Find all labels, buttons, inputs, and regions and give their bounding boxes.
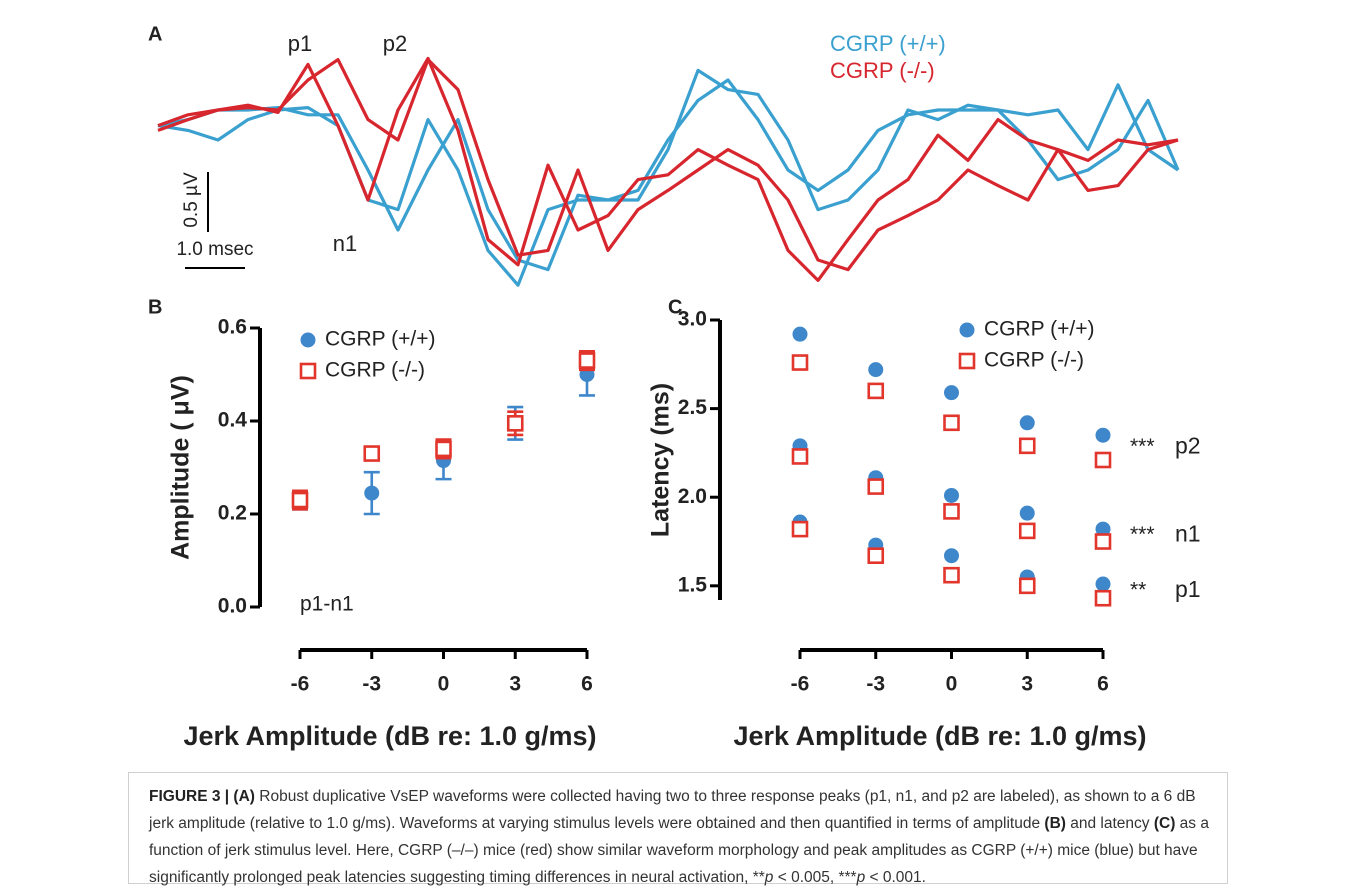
peak-label: p2 <box>383 31 407 56</box>
point <box>867 382 885 400</box>
caption-text: as a function of jerk stimulus level. He… <box>149 815 1209 886</box>
point <box>943 414 960 432</box>
legend-label: CGRP (-/-) <box>984 349 1084 372</box>
y-tick-label: 3.0 <box>678 308 707 331</box>
y-tick-label: 0.0 <box>218 595 247 618</box>
caption-text: < 0.005, *** <box>773 869 857 886</box>
annotation: p1-n1 <box>300 593 354 616</box>
legend-label: CGRP (-/-) <box>830 58 935 83</box>
point <box>943 566 960 584</box>
caption-label: (C) <box>1153 815 1176 832</box>
legend-label: CGRP (-/-) <box>325 359 425 382</box>
panel-label: C <box>668 296 682 318</box>
x-tick-label: 0 <box>946 673 958 696</box>
y-tick-label: 2.0 <box>678 485 707 508</box>
point <box>791 448 809 465</box>
point <box>578 352 596 369</box>
x-tick-label: 6 <box>1097 673 1109 696</box>
scale-bar-label: 1.0 msec <box>176 239 253 260</box>
peak-label: p2 <box>1175 433 1201 459</box>
trace <box>157 78 1180 287</box>
significance: *** <box>1130 435 1155 458</box>
point <box>1019 505 1035 521</box>
x-tick-label: 6 <box>581 673 593 696</box>
point <box>944 487 959 503</box>
point <box>791 354 809 371</box>
point <box>867 478 885 495</box>
peak-label: p1 <box>288 31 312 56</box>
point <box>1094 533 1112 550</box>
point <box>291 491 309 509</box>
y-axis-label: Amplitude ( μV) <box>167 375 195 560</box>
panel-label: B <box>148 296 162 318</box>
point <box>1095 521 1111 537</box>
caption-italic: p <box>856 869 866 886</box>
trace <box>157 57 1179 272</box>
point <box>943 503 960 520</box>
scale-bar-label: 0.5 µV <box>181 172 202 228</box>
legend-label: CGRP (+/+) <box>325 328 435 351</box>
x-tick-label: -3 <box>866 673 885 696</box>
y-tick-label: 0.4 <box>218 409 248 432</box>
caption-label: FIGURE 3 | (A) <box>149 788 255 805</box>
x-tick-label: -6 <box>291 673 310 696</box>
point <box>1094 451 1112 469</box>
x-tick-label: 3 <box>1021 673 1033 696</box>
significance: *** <box>1130 523 1155 546</box>
y-tick-label: 0.2 <box>218 502 247 525</box>
y-tick-label: 0.6 <box>218 316 247 339</box>
point <box>944 548 959 564</box>
point <box>868 362 884 378</box>
significance: ** <box>1130 579 1146 602</box>
x-tick-label: -6 <box>791 673 810 696</box>
peak-label: p1 <box>1175 576 1201 602</box>
point <box>1018 437 1036 455</box>
caption-text: < 0.001. <box>865 869 926 886</box>
point <box>1018 522 1036 540</box>
point <box>791 520 809 538</box>
point <box>1019 415 1035 431</box>
point <box>1094 589 1112 607</box>
x-axis-label: Jerk Amplitude (dB re: 1.0 g/ms) <box>183 721 596 751</box>
point <box>435 440 452 458</box>
x-tick-label: -3 <box>362 673 381 696</box>
point <box>944 385 959 401</box>
point <box>506 415 524 432</box>
caption-text: Robust duplicative VsEP waveforms were c… <box>149 788 1196 832</box>
y-tick-label: 2.5 <box>678 396 708 419</box>
x-tick-label: 0 <box>438 673 450 696</box>
point <box>1095 427 1111 443</box>
caption-text: and latency <box>1065 815 1154 832</box>
point <box>1018 577 1036 595</box>
legend-marker <box>300 332 316 348</box>
x-axis-label: Jerk Amplitude (dB re: 1.0 g/ms) <box>733 721 1146 751</box>
caption-label: (B) <box>1044 815 1066 832</box>
point <box>867 547 885 564</box>
legend-marker <box>959 322 975 338</box>
legend-marker <box>299 362 317 380</box>
legend-label: CGRP (+/+) <box>830 31 946 56</box>
x-tick-label: 3 <box>509 673 521 696</box>
peak-label: n1 <box>1175 520 1201 546</box>
point <box>363 445 381 462</box>
y-tick-label: 1.5 <box>678 573 708 596</box>
point <box>1095 576 1111 592</box>
point <box>364 485 380 501</box>
caption-italic: p <box>764 869 774 886</box>
peak-label: n1 <box>333 231 357 256</box>
trace <box>157 68 1179 272</box>
panel-label: A <box>148 23 162 45</box>
legend-label: CGRP (+/+) <box>984 318 1094 341</box>
point <box>792 326 808 342</box>
caption: FIGURE 3 | (A) Robust duplicative VsEP w… <box>128 772 1228 886</box>
legend-marker <box>958 352 976 370</box>
y-axis-label: Latency (ms) <box>647 383 675 537</box>
trace <box>157 56 1179 282</box>
